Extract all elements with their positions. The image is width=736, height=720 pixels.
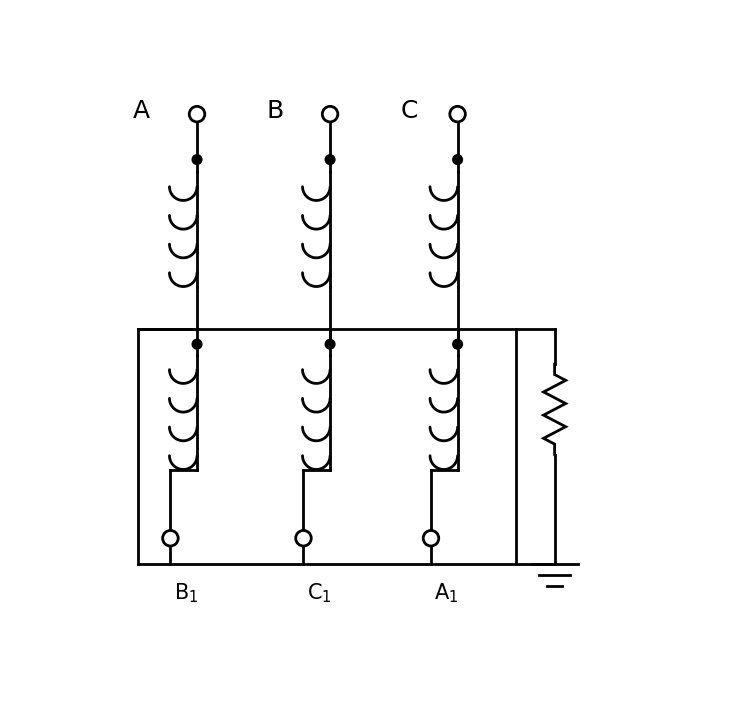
Circle shape bbox=[423, 531, 439, 546]
Circle shape bbox=[163, 531, 178, 546]
Circle shape bbox=[189, 107, 205, 122]
Circle shape bbox=[322, 107, 338, 122]
Circle shape bbox=[325, 338, 336, 350]
Circle shape bbox=[452, 338, 463, 350]
Text: B: B bbox=[266, 99, 283, 123]
Circle shape bbox=[191, 154, 202, 165]
Text: A: A bbox=[133, 99, 150, 123]
Text: B$_1$: B$_1$ bbox=[174, 582, 198, 606]
Circle shape bbox=[450, 107, 465, 122]
Circle shape bbox=[191, 338, 202, 350]
Circle shape bbox=[296, 531, 311, 546]
Circle shape bbox=[452, 154, 463, 165]
Text: C$_1$: C$_1$ bbox=[307, 582, 331, 606]
Text: A$_1$: A$_1$ bbox=[434, 582, 459, 606]
Circle shape bbox=[325, 154, 336, 165]
Text: C: C bbox=[400, 99, 418, 123]
